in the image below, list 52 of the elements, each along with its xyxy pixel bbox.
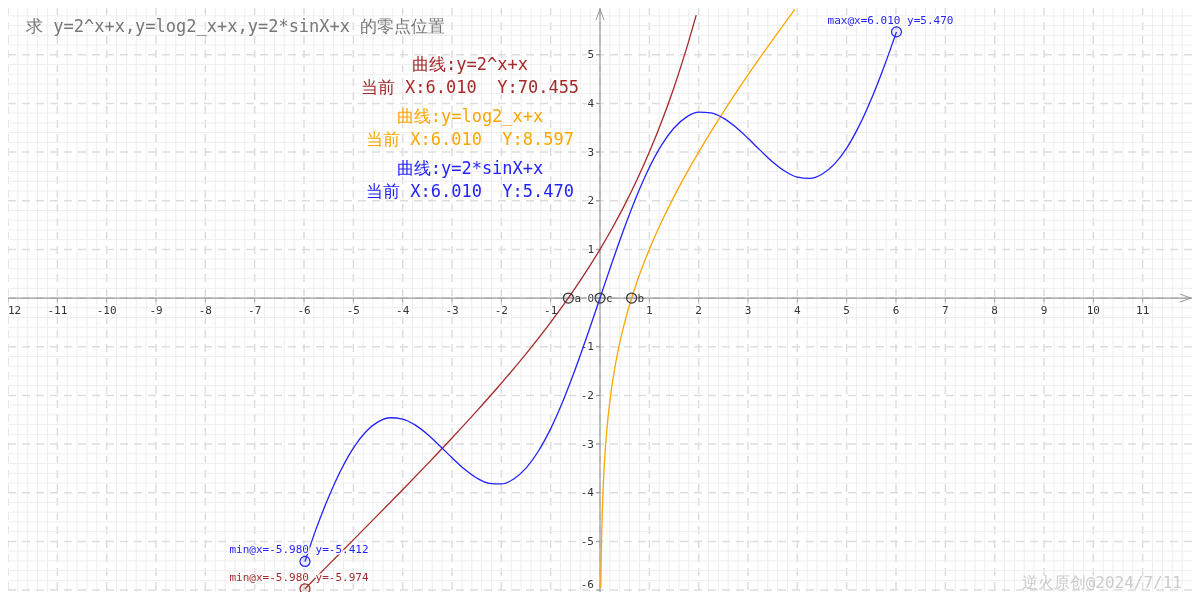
annotation: 当前 X:6.010 Y:8.597 xyxy=(366,129,574,149)
x-tick-label: 12 xyxy=(8,304,22,318)
y-tick-label: -5 xyxy=(580,534,594,548)
x-tick-label: -4 xyxy=(396,304,410,318)
annotation: 当前 X:6.010 Y:70.455 xyxy=(360,77,580,97)
x-tick-label: -10 xyxy=(96,304,117,318)
y-tick-label: -4 xyxy=(580,486,595,500)
text: 求 y=2^x+x,y=log2_x+x,y=2*sinX+x 的零点位置 xyxy=(26,16,446,36)
x-tick-label: -8 xyxy=(198,304,212,318)
x-tick-label: 11 xyxy=(1136,304,1150,318)
x-tick-label: 10 xyxy=(1086,304,1100,318)
x-tick-label: -9 xyxy=(149,304,163,318)
x-tick-label: -2 xyxy=(494,304,508,318)
annotation: c xyxy=(606,292,613,306)
y-tick-label: 1 xyxy=(587,242,594,256)
annotation: max@x=6.010 y=5.470 xyxy=(827,13,954,27)
point xyxy=(299,555,311,568)
point xyxy=(626,292,638,304)
x-tick-label: 9 xyxy=(1040,304,1048,318)
annotation: a xyxy=(574,292,581,306)
x-tick-label: 8 xyxy=(991,304,998,318)
x-tick-label: 5 xyxy=(843,304,850,318)
x-tick-label: -11 xyxy=(47,304,68,318)
y-tick-label: 5 xyxy=(587,48,594,62)
text: 曲线:y=log2_x+x xyxy=(396,106,544,126)
point xyxy=(594,292,606,304)
x-tick-label: -1 xyxy=(544,304,558,318)
point xyxy=(562,292,574,304)
y-tick-label: -3 xyxy=(580,437,594,451)
y-tick-label: 3 xyxy=(587,145,594,159)
text: 曲线:y=2^x+x xyxy=(412,54,528,74)
point xyxy=(890,26,903,38)
x-tick-label: 3 xyxy=(744,304,752,318)
annotation: b xyxy=(637,292,645,306)
y-tick-label: -2 xyxy=(580,388,594,402)
x-tick-label: -3 xyxy=(445,304,459,318)
x-tick-label: -5 xyxy=(346,304,360,318)
x-tick-label: -7 xyxy=(248,304,262,318)
point xyxy=(299,583,311,592)
x-tick-label: 6 xyxy=(892,304,900,318)
x-tick-label: 4 xyxy=(794,304,802,318)
annotation: 当前 X:6.010 Y:5.470 xyxy=(366,181,574,201)
y-tick-label: 0 xyxy=(587,291,594,305)
y-tick-label: -6 xyxy=(580,577,594,591)
x-tick-label: 1 xyxy=(646,304,653,318)
x-tick-label: -6 xyxy=(297,304,311,318)
annotation: min@x=-5.980 y=-5.974 xyxy=(229,570,369,584)
y-tick-label: 4 xyxy=(587,96,595,110)
x-tick-label: 7 xyxy=(942,304,949,318)
text: 曲线:y=2*sinX+x xyxy=(396,158,544,178)
y-tick-label: 2 xyxy=(587,194,594,208)
x-tick-label: 2 xyxy=(695,304,702,318)
